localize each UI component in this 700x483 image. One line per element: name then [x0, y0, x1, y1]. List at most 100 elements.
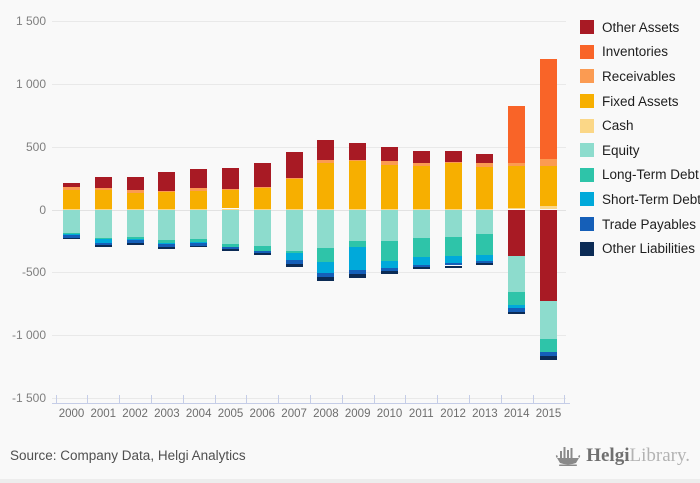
- bar-2012-trade_payables[interactable]: [444, 262, 462, 266]
- helgi-library-logo[interactable]: Helgi Library.: [555, 444, 690, 468]
- bar-2007-fixed_assets[interactable]: [285, 178, 303, 210]
- bar-2012-receivables[interactable]: [444, 162, 462, 164]
- bar-2000-fixed_assets[interactable]: [63, 189, 80, 210]
- bar-2010-receivables[interactable]: [381, 160, 398, 165]
- bar-2013-equity[interactable]: [476, 209, 494, 235]
- bar-2007-trade_payables[interactable]: [285, 260, 303, 264]
- bar-2007-short_term_debt[interactable]: [285, 252, 303, 261]
- bar-2004-other_liabilities[interactable]: [190, 245, 208, 248]
- bar-2013-receivables[interactable]: [476, 163, 494, 167]
- bar-2005-trade_payables[interactable]: [222, 247, 239, 249]
- bar-2010-short_term_debt[interactable]: [381, 260, 398, 269]
- bar-2001-long_term_debt[interactable]: [94, 238, 112, 240]
- bar-2015-fixed_assets[interactable]: [540, 166, 557, 206]
- bar-2004-fixed_assets[interactable]: [190, 190, 208, 210]
- bar-2014-inventories[interactable]: [508, 106, 526, 163]
- bar-2013-other_assets[interactable]: [476, 153, 494, 164]
- bar-2000-equity[interactable]: [63, 209, 80, 234]
- bar-2002-short_term_debt[interactable]: [126, 239, 144, 241]
- bar-2006-trade_payables[interactable]: [253, 251, 271, 253]
- bar-2001-equity[interactable]: [94, 209, 112, 239]
- bar-2005-cash[interactable]: [222, 208, 239, 210]
- bar-2008-receivables[interactable]: [317, 160, 335, 164]
- bar-2013-cash[interactable]: [476, 208, 494, 210]
- bar-2000-long_term_debt[interactable]: [63, 233, 80, 235]
- bar-2009-cash[interactable]: [349, 208, 367, 210]
- bar-2015-other_liabilities[interactable]: [540, 356, 557, 361]
- bar-2011-receivables[interactable]: [412, 163, 430, 166]
- bar-2008-short_term_debt[interactable]: [317, 261, 335, 273]
- bar-2011-other_assets[interactable]: [412, 151, 430, 164]
- bar-2001-receivables[interactable]: [94, 188, 112, 191]
- bar-2001-other_liabilities[interactable]: [94, 245, 112, 248]
- bar-2015-other_assets[interactable]: [540, 209, 557, 302]
- bar-2000-trade_payables[interactable]: [63, 235, 80, 238]
- bar-2009-equity[interactable]: [349, 209, 367, 241]
- legend-item-short_term_debt[interactable]: Short-Term Debt: [580, 187, 700, 212]
- bar-2001-short_term_debt[interactable]: [94, 238, 112, 243]
- bar-2006-long_term_debt[interactable]: [253, 245, 271, 251]
- bar-2005-receivables[interactable]: [222, 188, 239, 190]
- legend-item-fixed_assets[interactable]: Fixed Assets: [580, 89, 698, 114]
- bar-2011-long_term_debt[interactable]: [412, 238, 430, 258]
- bar-2011-equity[interactable]: [412, 209, 430, 239]
- bar-2014-receivables[interactable]: [508, 162, 526, 167]
- bar-2010-equity[interactable]: [381, 209, 398, 241]
- bar-2006-other_liabilities[interactable]: [253, 252, 271, 255]
- bar-2015-trade_payables[interactable]: [540, 352, 557, 357]
- bar-2008-fixed_assets[interactable]: [317, 163, 335, 209]
- bar-2015-long_term_debt[interactable]: [540, 339, 557, 353]
- bar-2012-equity[interactable]: [444, 209, 462, 237]
- bar-2000-short_term_debt[interactable]: [63, 234, 80, 236]
- bar-2008-trade_payables[interactable]: [317, 272, 335, 277]
- bar-2008-equity[interactable]: [317, 209, 335, 249]
- bar-2011-fixed_assets[interactable]: [412, 165, 430, 209]
- bar-2010-cash[interactable]: [381, 208, 398, 210]
- bar-2014-equity[interactable]: [508, 255, 526, 292]
- legend-item-other_liabilities[interactable]: Other Liabilities: [580, 236, 698, 261]
- bar-2015-receivables[interactable]: [540, 159, 557, 167]
- bar-2013-short_term_debt[interactable]: [476, 255, 494, 261]
- bar-2003-trade_payables[interactable]: [158, 243, 176, 248]
- bar-2012-long_term_debt[interactable]: [444, 236, 462, 257]
- bar-2003-other_assets[interactable]: [158, 172, 176, 192]
- bar-2008-long_term_debt[interactable]: [317, 248, 335, 262]
- bar-2000-other_liabilities[interactable]: [63, 237, 80, 239]
- bar-2009-trade_payables[interactable]: [349, 270, 367, 274]
- bar-2014-cash[interactable]: [508, 207, 526, 210]
- bar-2006-short_term_debt[interactable]: [253, 250, 271, 252]
- bar-2008-other_liabilities[interactable]: [317, 276, 335, 281]
- bar-2012-short_term_debt[interactable]: [444, 256, 462, 263]
- bar-2004-short_term_debt[interactable]: [190, 242, 208, 244]
- bar-2006-other_assets[interactable]: [253, 163, 271, 188]
- bar-2005-long_term_debt[interactable]: [222, 244, 239, 247]
- bar-2005-fixed_assets[interactable]: [222, 189, 239, 209]
- bar-2004-equity[interactable]: [190, 209, 208, 239]
- bar-2003-long_term_debt[interactable]: [158, 239, 176, 244]
- bar-2002-fixed_assets[interactable]: [126, 193, 144, 210]
- bar-2010-fixed_assets[interactable]: [381, 165, 398, 209]
- bar-2001-fixed_assets[interactable]: [94, 190, 112, 210]
- bar-2002-other_assets[interactable]: [126, 177, 144, 191]
- bar-2014-long_term_debt[interactable]: [508, 291, 526, 306]
- bar-2014-other_liabilities[interactable]: [508, 311, 526, 315]
- bar-2014-other_assets[interactable]: [508, 209, 526, 256]
- bar-2013-long_term_debt[interactable]: [476, 234, 494, 255]
- bar-2007-receivables[interactable]: [285, 177, 303, 179]
- bar-2011-cash[interactable]: [412, 208, 430, 210]
- bar-2001-other_assets[interactable]: [94, 177, 112, 189]
- bar-2004-trade_payables[interactable]: [190, 242, 208, 246]
- bar-2006-equity[interactable]: [253, 209, 271, 246]
- bar-2001-trade_payables[interactable]: [94, 242, 112, 246]
- bar-2012-cash[interactable]: [444, 208, 462, 210]
- bar-2000-receivables[interactable]: [63, 186, 80, 190]
- bar-2005-other_liabilities[interactable]: [222, 248, 239, 251]
- bar-2009-short_term_debt[interactable]: [349, 246, 367, 271]
- bar-2015-inventories[interactable]: [540, 59, 557, 160]
- bar-2002-trade_payables[interactable]: [126, 239, 144, 244]
- bar-2007-equity[interactable]: [285, 209, 303, 252]
- bar-2009-long_term_debt[interactable]: [349, 240, 367, 247]
- legend-item-trade_payables[interactable]: Trade Payables: [580, 212, 698, 237]
- bar-2011-other_liabilities[interactable]: [412, 266, 430, 270]
- bar-2000-other_assets[interactable]: [63, 182, 80, 187]
